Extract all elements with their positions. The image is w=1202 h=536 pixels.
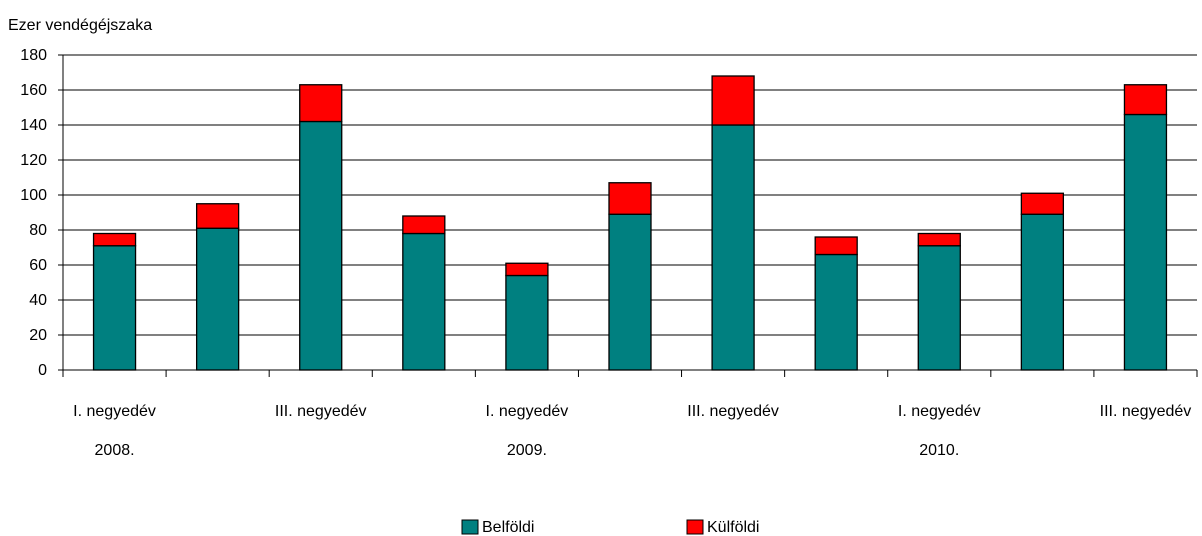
y-tick-label: 80 [29,222,47,239]
bar-belfoldi [917,245,961,371]
bar-kulfoldi [402,215,446,235]
bar-belfoldi [1123,113,1168,371]
y-tick-label: 160 [20,82,47,99]
legend-label: Külföldi [707,519,759,536]
y-tick-label: 120 [20,152,47,169]
bar-kulfoldi [195,203,240,229]
legend-swatch-kulfoldi [686,519,704,535]
y-tick-label: 0 [38,362,47,379]
bar-kulfoldi [1020,192,1065,215]
bar-belfoldi [299,120,343,371]
bar-kulfoldi [608,182,652,215]
year-label: 2010. [919,442,959,459]
bar-kulfoldi [92,232,137,247]
legend: Belföldi Külföldi [461,519,759,536]
y-tick-label: 60 [29,257,47,274]
y-axis-ticks: 0 20 40 60 80 100 120 140 160 180 [20,47,63,379]
bar-kulfoldi [299,84,343,123]
y-tick-label: 180 [20,47,47,64]
year-label: 2009. [507,442,547,459]
legend-label: Belföldi [482,519,534,536]
bar-kulfoldi [711,75,755,126]
bar-kulfoldi [505,262,549,277]
year-label: 2008. [95,442,135,459]
y-tick-label: 40 [29,292,47,309]
bar-belfoldi [711,124,755,371]
bar-belfoldi [195,227,240,371]
bar-kulfoldi [1123,84,1168,116]
bar-belfoldi [505,274,549,371]
x-axis-labels: I. negyedév III. negyedév I. negyedév III. … [73,403,1191,459]
bar-belfoldi [608,213,652,371]
bar-belfoldi [1020,213,1065,371]
bar-series [92,75,1168,371]
x-tick-label: I. negyedév [73,403,156,420]
y-tick-label: 140 [20,117,47,134]
y-axis-label: Ezer vendégéjszaka [8,17,152,34]
bar-kulfoldi [917,232,961,247]
bar-kulfoldi [814,236,858,256]
axes [62,55,1198,377]
bar-belfoldi [402,232,446,371]
y-tick-label: 20 [29,327,47,344]
x-tick-label: III. negyedév [275,403,367,420]
bar-belfoldi [92,245,137,371]
x-tick-label: III. negyedév [1100,403,1192,420]
x-tick-label: I. negyedév [898,403,981,420]
x-tick-label: I. negyedév [486,403,569,420]
bar-belfoldi [814,253,858,371]
legend-swatch-belfoldi [461,519,479,535]
x-tick-label: III. negyedév [687,403,779,420]
y-tick-label: 100 [20,187,47,204]
